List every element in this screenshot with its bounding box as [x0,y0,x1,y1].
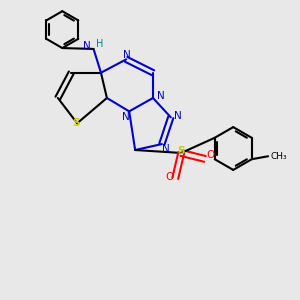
Text: N: N [157,91,164,100]
Text: CH₃: CH₃ [270,152,287,161]
Text: N: N [162,143,169,154]
Text: N: N [83,41,91,51]
Text: S: S [72,118,80,128]
Text: N: N [174,111,182,121]
Text: S: S [178,146,185,157]
Text: H: H [96,39,104,49]
Text: N: N [123,50,131,60]
Text: O: O [206,150,214,160]
Text: N: N [122,112,130,122]
Text: O: O [166,172,174,182]
